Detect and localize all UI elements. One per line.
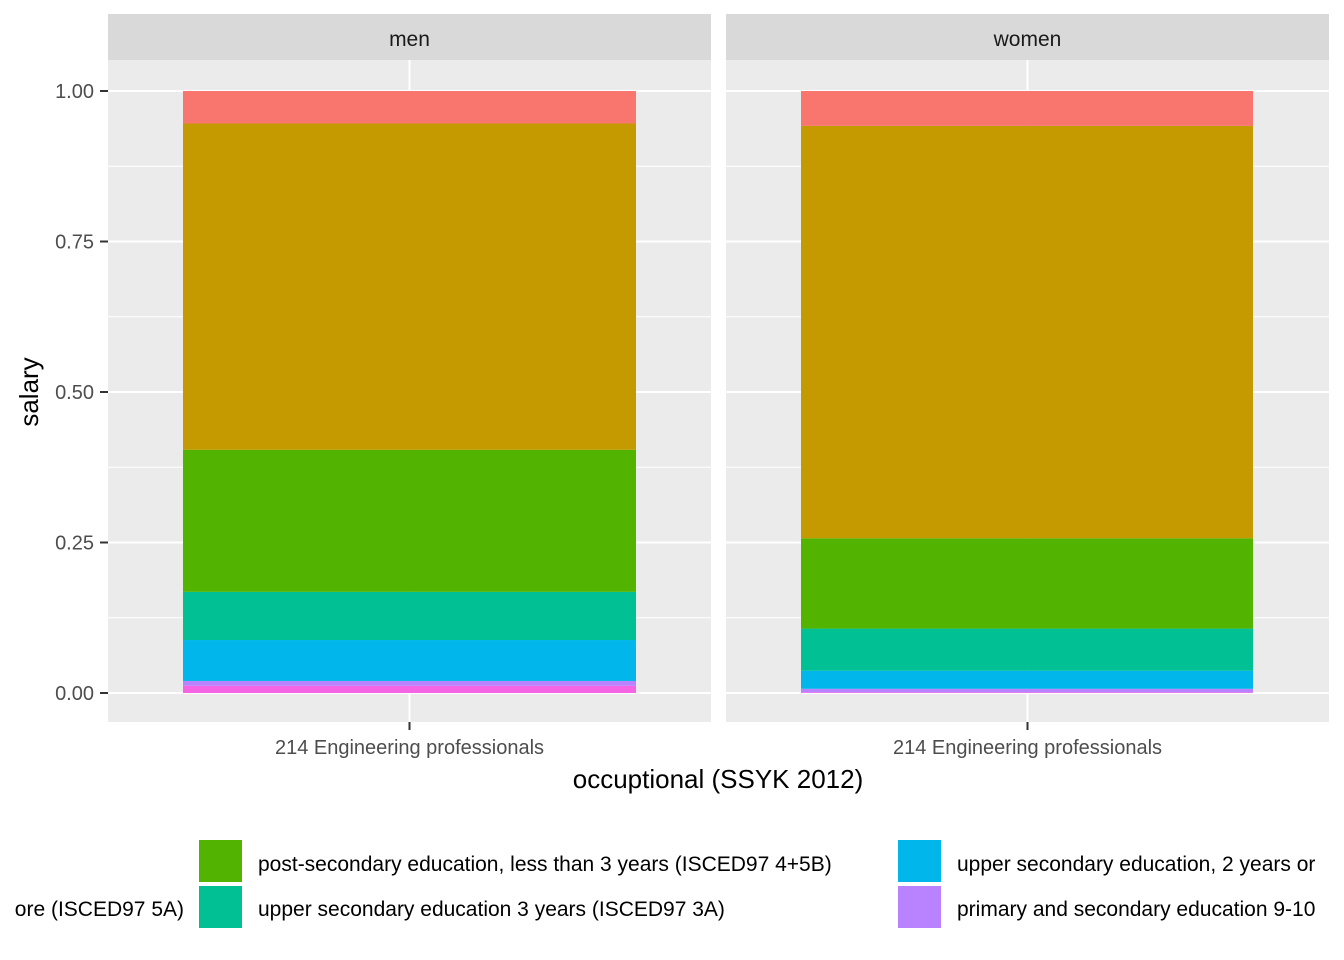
strip-background-women xyxy=(726,14,1329,60)
bars-men xyxy=(183,91,636,693)
y-axis-title: salary xyxy=(14,357,44,426)
legend: post-secondary education, less than 3 ye… xyxy=(15,840,1315,928)
legend-key-upper-secondary-2 xyxy=(898,840,941,882)
bar-segment-upper_2 xyxy=(801,670,1253,689)
y-tick-label: 0.75 xyxy=(55,232,94,254)
facet-women: women 214 Engineering professionals xyxy=(726,14,1329,759)
bar-segment-postgrad xyxy=(801,91,1253,126)
strip-background-men xyxy=(108,14,711,60)
bar-segment-primary_9_10 xyxy=(801,688,1253,693)
legend-label-post-secondary-lt3: post-secondary education, less than 3 ye… xyxy=(258,853,832,876)
y-axis: 0.00 0.25 0.50 0.75 1.00 xyxy=(55,81,108,705)
legend-key-upper-secondary-3 xyxy=(199,886,242,928)
y-tick-label: 0.00 xyxy=(55,683,94,705)
bar-segment-upper_2 xyxy=(183,640,636,681)
legend-label-primary-secondary: primary and secondary education 9-10 xyxy=(957,898,1315,921)
facet-men: men 214 Engineering professionals xyxy=(108,14,711,759)
bar-segment-postgrad xyxy=(183,91,636,124)
bar-segment-post_ge3 xyxy=(183,123,636,450)
bar-segment-primary_9 xyxy=(183,685,636,693)
bar-segment-upper_3 xyxy=(801,628,1253,671)
bar-segment-post_ge3 xyxy=(801,125,1253,539)
legend-label-post-secondary-ge3: ore (ISCED97 5A) xyxy=(15,898,184,921)
bar-segment-primary_9_10 xyxy=(183,680,636,686)
strip-label-women: women xyxy=(993,28,1062,51)
bar-segment-post_lt3 xyxy=(801,538,1253,629)
legend-label-upper-secondary-3: upper secondary education 3 years (ISCED… xyxy=(258,898,725,921)
strip-label-men: men xyxy=(389,28,430,51)
x-axis-title: occuptional (SSYK 2012) xyxy=(573,764,864,794)
bar-segment-primary_9 xyxy=(801,692,1253,693)
y-tick-label: 0.50 xyxy=(55,382,94,404)
y-tick-label: 1.00 xyxy=(55,81,94,103)
legend-key-post-secondary-lt3 xyxy=(199,840,242,882)
x-tick-label-men: 214 Engineering professionals xyxy=(275,737,544,759)
bars-women xyxy=(801,91,1253,693)
legend-label-upper-secondary-2: upper secondary education, 2 years or xyxy=(957,853,1315,876)
bar-segment-post_lt3 xyxy=(183,449,636,592)
legend-key-primary-secondary xyxy=(898,886,941,928)
bar-segment-upper_3 xyxy=(183,591,636,641)
x-tick-label-women: 214 Engineering professionals xyxy=(893,737,1162,759)
y-tick-label: 0.25 xyxy=(55,533,94,555)
